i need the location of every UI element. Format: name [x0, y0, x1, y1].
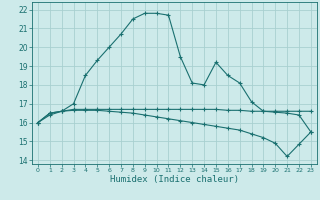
X-axis label: Humidex (Indice chaleur): Humidex (Indice chaleur)	[110, 175, 239, 184]
